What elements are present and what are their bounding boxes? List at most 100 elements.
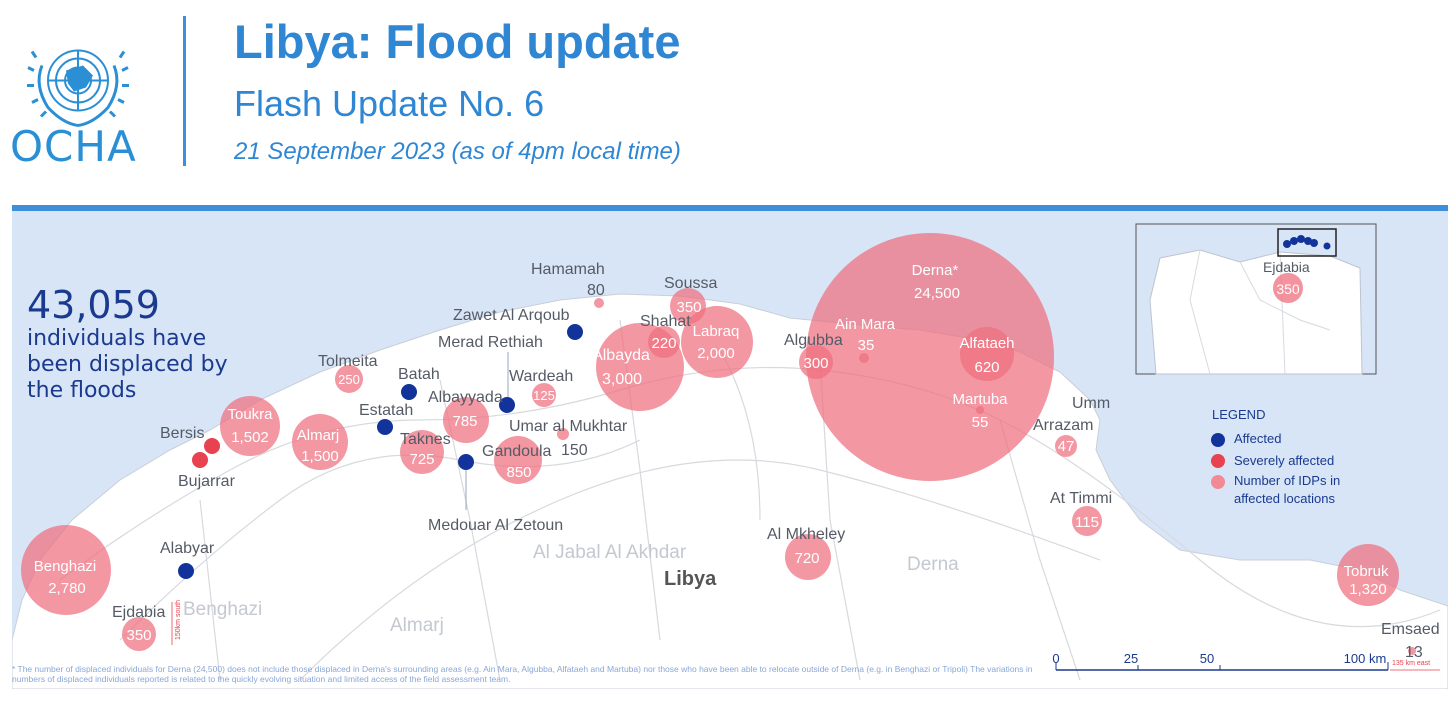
label-umar-al-mukhtar-value: 150 <box>561 442 588 459</box>
note-tobruk-east: 135 km east <box>1392 660 1430 667</box>
label-derna-value: 24,500 <box>914 285 960 302</box>
label-al-mkheley-value: 720 <box>794 550 819 567</box>
legend-affected-label: Affected <box>1234 431 1281 446</box>
label-benghazi-name: Benghazi <box>34 558 97 575</box>
bubble-albayyada <box>443 397 489 443</box>
label-martuba-name: Martuba <box>952 391 1008 408</box>
label-tolmeita-name: Tolmeita <box>318 353 378 370</box>
label-bujarrar: Bujarrar <box>178 473 236 490</box>
label-bersis: Bersis <box>160 425 204 442</box>
region-label-derna: Derna <box>907 554 959 575</box>
label-umm-arrazam-value: 47 <box>1058 438 1075 455</box>
label-toukra-value: 1,502 <box>231 429 269 446</box>
label-alabyar: Alabyar <box>160 540 215 557</box>
label-emsaed-name: Emsaed <box>1381 621 1440 638</box>
bubble-ejdabia <box>122 617 156 651</box>
inset-map: Ejdabia 350 <box>1135 223 1377 375</box>
label-martuba-value: 55 <box>972 414 989 431</box>
legend: LEGEND Affected Severely affected Number… <box>1211 407 1340 506</box>
label-ejdabia-value: 350 <box>126 627 151 644</box>
bubble-labraq <box>681 306 753 378</box>
label-wardeah-name: Wardeah <box>509 368 573 385</box>
bubble-almarj <box>292 414 348 470</box>
label-labraq-name: Labraq <box>693 323 740 340</box>
marker-merad-rethiah <box>499 397 515 413</box>
label-arrazam-name: Arrazam <box>1033 417 1093 434</box>
region-label-almarj: Almarj <box>390 615 444 636</box>
label-albayda-value: 3,000 <box>602 371 642 388</box>
region-label-jabal-akhdar: Al Jabal Al Akhdar <box>533 542 687 563</box>
label-at-timmi-name: At Timmi <box>1050 490 1112 507</box>
region-label-benghazi: Benghazi <box>183 599 262 620</box>
label-at-timmi-value: 115 <box>1075 514 1099 531</box>
label-merad-rethiah: Merad Rethiah <box>438 334 543 351</box>
org-name: OCHA <box>10 122 137 171</box>
label-shahat-name: Shahat <box>640 313 691 330</box>
bubble-emsaed <box>1408 647 1416 655</box>
scale-tick-25: 25 <box>1124 651 1138 666</box>
label-ain-mara-value: 35 <box>858 337 875 354</box>
header: OCHA Libya: Flood update Flash Update No… <box>0 0 1456 200</box>
bubble-algubba <box>799 345 833 379</box>
label-albayyada-value: 785 <box>452 413 477 430</box>
label-zawet-al-arqoub: Zawet Al Arqoub <box>453 307 570 324</box>
label-shahat-value: 220 <box>651 335 676 352</box>
label-hamamah-name: Hamamah <box>531 261 605 278</box>
page-subtitle: Flash Update No. 6 <box>234 83 545 124</box>
displaced-caption: individuals have been displaced by the f… <box>27 326 228 403</box>
label-umm-name: Umm <box>1072 395 1110 412</box>
bubble-umm-arrazam <box>1055 435 1077 457</box>
legend-affected-swatch <box>1211 433 1225 447</box>
displaced-total: 43,059 <box>27 283 160 327</box>
bubble-tolmeita <box>335 365 363 393</box>
label-soussa-value: 350 <box>676 299 701 316</box>
marker-zawet-al-arqoub <box>567 324 583 340</box>
map-svg: Al Jabal Al Akhdar Derna Benghazi Almarj… <box>12 223 1448 689</box>
label-gandoula-value: 850 <box>506 464 531 481</box>
un-emblem-icon <box>27 49 129 127</box>
label-al-mkheley-name: Al Mkheley <box>767 526 845 543</box>
bubble-gandoula <box>494 436 542 484</box>
label-soussa-name: Soussa <box>664 275 717 292</box>
bubble-alfataeh <box>960 327 1014 381</box>
label-hamamah-value: 80 <box>587 282 605 299</box>
label-taknes-value: 725 <box>409 451 434 468</box>
label-batah: Batah <box>398 366 440 383</box>
label-ain-mara-name: Ain Mara <box>835 316 896 333</box>
bubble-wardeah <box>532 383 556 407</box>
legend-idp-label-line2: affected locations <box>1234 491 1335 506</box>
label-algubba-value: 300 <box>803 355 828 372</box>
label-medouar-al-zetoun: Medouar Al Zetoun <box>428 517 563 534</box>
bubble-at-timmi <box>1072 506 1102 536</box>
label-wardeah-value: 125 <box>533 388 555 403</box>
bubble-umar-al-mukhtar <box>557 428 569 440</box>
header-divider <box>183 16 186 166</box>
label-labraq-value: 2,000 <box>697 345 735 362</box>
bubble-benghazi <box>21 525 111 615</box>
legend-severe-swatch <box>1211 454 1225 468</box>
scale-tick-0: 0 <box>1052 651 1059 666</box>
bubble-al-mkheley <box>785 534 831 580</box>
bubble-soussa <box>670 288 706 324</box>
marker-medouar-al-zetoun <box>458 454 474 470</box>
bubble-martuba <box>976 406 984 414</box>
marker-bersis <box>204 438 220 454</box>
label-taknes-name: Taknes <box>400 431 451 448</box>
bubble-shahat <box>648 326 680 358</box>
report-date: 21 September 2023 (as of 4pm local time) <box>234 138 681 165</box>
legend-severe-label: Severely affected <box>1234 453 1334 468</box>
footnote: * The number of displaced individuals fo… <box>12 664 1033 684</box>
page-title: Libya: Flood update <box>234 15 681 68</box>
label-tolmeita-value: 250 <box>338 372 360 387</box>
label-alfataeh-name: Alfataeh <box>959 335 1014 352</box>
bubble-taknes <box>400 430 444 474</box>
label-almarj-name: Almarj <box>297 427 340 444</box>
bubble-tobruk <box>1337 544 1399 606</box>
label-gandoula-name: Gandoula <box>482 443 551 460</box>
map-panel: Al Jabal Al Akhdar Derna Benghazi Almarj… <box>12 211 1448 689</box>
country-label: Libya <box>664 568 717 590</box>
header-rule <box>12 205 1448 211</box>
label-toukra-name: Toukra <box>227 406 273 423</box>
label-emsaed-value: 13 <box>1405 644 1423 661</box>
label-estatah: Estatah <box>359 402 413 419</box>
